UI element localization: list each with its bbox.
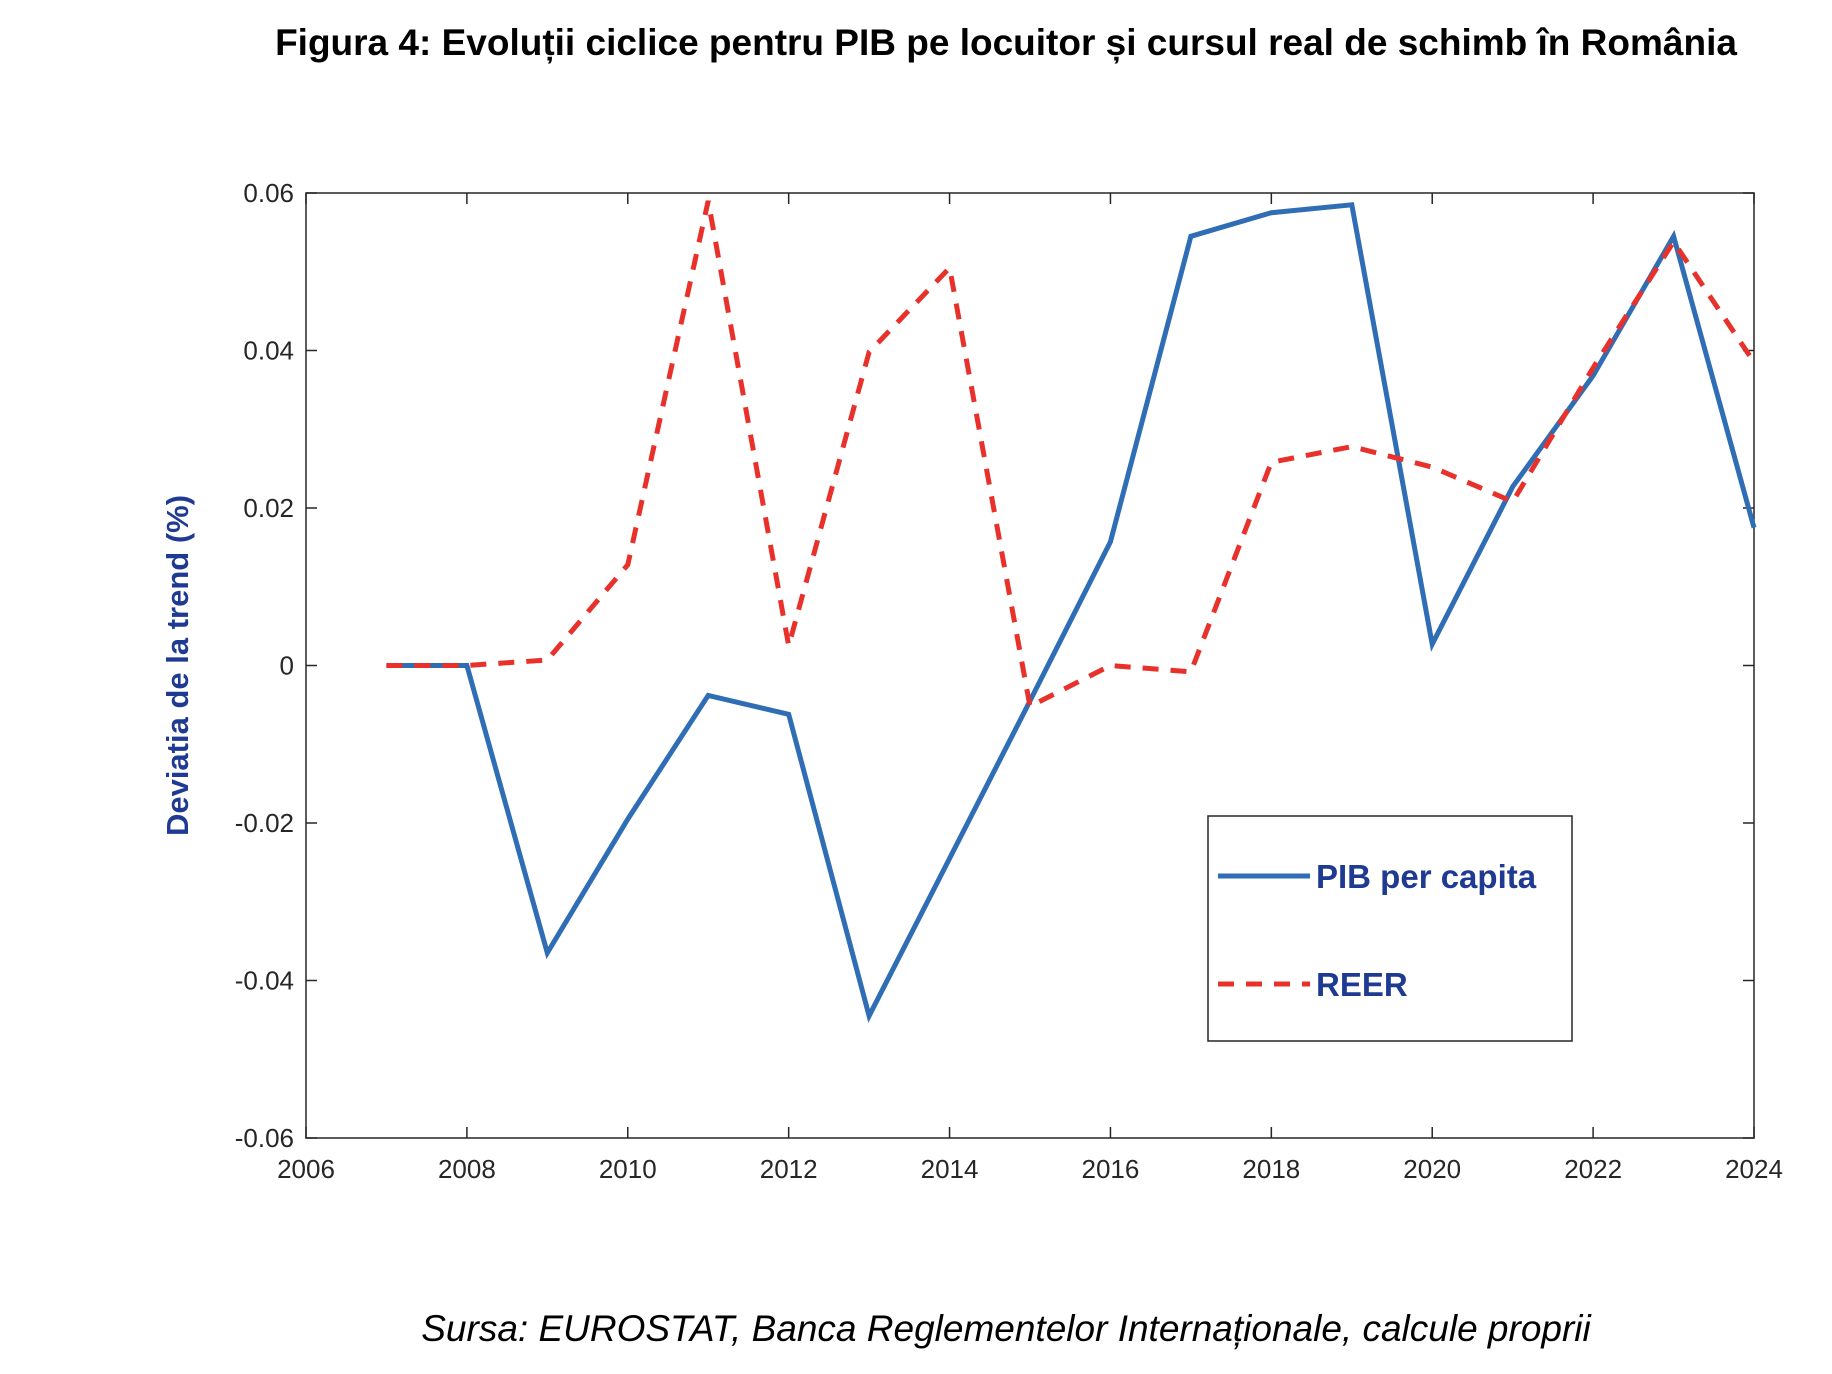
series-line-pib-per-capita xyxy=(386,202,1757,1023)
x-tick-label: 2012 xyxy=(760,1154,818,1184)
y-tick-label: -0.06 xyxy=(235,1123,294,1153)
y-tick-label: 0 xyxy=(280,651,294,681)
y-tick-label: -0.02 xyxy=(235,808,294,838)
x-tick-label: 2016 xyxy=(1082,1154,1140,1184)
legend-label-reer: REER xyxy=(1316,966,1408,1003)
y-tick-label: 0.04 xyxy=(243,336,294,366)
x-tick-label: 2006 xyxy=(277,1154,335,1184)
x-tick-label: 2018 xyxy=(1242,1154,1300,1184)
x-tick-label: 2022 xyxy=(1564,1154,1622,1184)
x-tick-label: 2024 xyxy=(1725,1154,1783,1184)
x-tick-label: 2008 xyxy=(438,1154,496,1184)
line-chart: 2006 2008 2010 2012 2014 2016 2018 2020 2022 2024… xyxy=(160,178,1783,1184)
x-tick-label: 2010 xyxy=(599,1154,657,1184)
legend-box xyxy=(1207,815,1573,1042)
figure-source: Sursa: EUROSTAT, Banca Reglementelor Int… xyxy=(421,1308,1591,1349)
y-tick-label: 0.06 xyxy=(243,178,294,208)
x-tick-label: 2014 xyxy=(921,1154,979,1184)
figure-title: Figura 4: Evoluții ciclice pentru PIB pe… xyxy=(275,22,1737,63)
y-tick-label: -0.04 xyxy=(235,966,294,996)
x-tick-label: 2020 xyxy=(1403,1154,1461,1184)
y-tick-label: 0.02 xyxy=(243,493,294,523)
legend: PIB per capita REER xyxy=(1207,815,1573,1042)
axis-ticks: 2006 2008 2010 2012 2014 2016 2018 2020 2022 2024… xyxy=(235,178,1783,1184)
legend-label-pib-per-capita: PIB per capita xyxy=(1316,858,1537,895)
y-axis-label: Deviatia de la trend (%) xyxy=(160,495,195,836)
series-lines xyxy=(386,200,1757,1023)
series-line-reer xyxy=(386,200,1757,711)
